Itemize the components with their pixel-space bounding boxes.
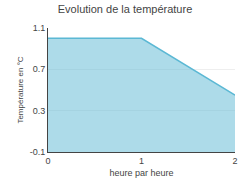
svg-text:0.7: 0.7	[33, 64, 46, 74]
svg-text:1.1: 1.1	[33, 23, 46, 33]
svg-text:2: 2	[232, 156, 237, 166]
svg-text:Température en °C: Température en °C	[16, 56, 25, 123]
svg-text:-0.1: -0.1	[30, 147, 46, 157]
svg-text:heure par heure: heure par heure	[109, 168, 173, 178]
svg-text:0: 0	[45, 156, 50, 166]
svg-text:1: 1	[139, 156, 144, 166]
svg-text:Evolution de la température: Evolution de la température	[58, 3, 193, 15]
svg-text:0.3: 0.3	[33, 106, 46, 116]
